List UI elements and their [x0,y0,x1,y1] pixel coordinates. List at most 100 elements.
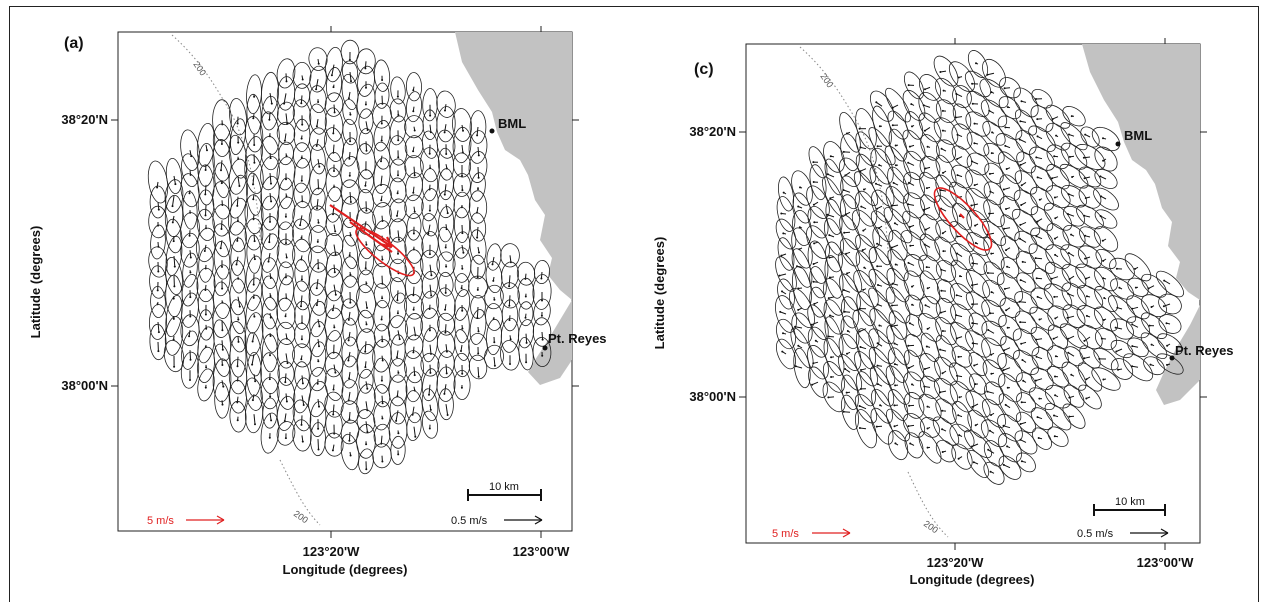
current-ellipse [1043,202,1073,231]
current-ellipse [309,301,327,338]
current-arrowhead [877,284,879,286]
current-arrowhead [396,356,398,359]
current-arrowhead [315,125,318,128]
current-arrow [971,283,979,286]
current-arrowhead [955,337,958,340]
current-ellipse [245,136,263,173]
current-arrowhead [1085,295,1088,298]
current-ellipse [1030,326,1054,351]
current-ellipse [150,224,166,260]
current-arrowhead [1100,337,1103,340]
current-arrowhead [1162,305,1165,308]
current-arrowhead [334,371,337,374]
current-arrow [987,329,995,334]
current-arrowhead [826,213,829,216]
current-ellipse [436,251,456,277]
current-arrowhead [1102,259,1105,262]
current-arrowhead [1067,337,1070,340]
current-ellipse [421,168,439,202]
current-arrowhead [894,384,897,387]
current-arrow [987,449,995,454]
current-arrow [1100,215,1107,220]
current-arrowhead [236,365,239,368]
current-ellipse [517,277,535,310]
current-ellipse [997,151,1023,184]
current-arrow [300,95,303,104]
current-arrowhead [955,314,958,317]
current-arrow [316,279,319,289]
current-arrowhead [986,73,989,76]
current-arrowhead [445,265,448,268]
current-arrow [363,221,367,233]
current-ellipse [1014,230,1038,255]
current-arrowhead [204,313,207,316]
current-ellipse [405,313,423,341]
current-ellipse [326,152,342,178]
current-ellipse [776,318,796,350]
current-arrowhead [252,117,255,120]
current-arrow [348,391,351,401]
current-ellipse [1013,87,1039,118]
current-arrowhead [1150,306,1153,308]
current-arrowhead [300,423,303,426]
current-arrow [987,72,995,76]
panel-a: 200 200 (a) 38°20'N 38°00'N 123°20'W 123… [28,26,607,577]
current-arrowhead [1020,401,1023,404]
current-ellipse [1110,339,1134,359]
current-arrow [301,415,303,425]
current-arrowhead [1054,355,1057,358]
current-arrowhead [253,161,256,164]
current-arrow [1068,252,1075,257]
current-arrow [795,326,803,329]
current-arrowhead [331,309,334,312]
current-ellipse [468,354,488,380]
current-ellipse [230,299,246,335]
current-arrowhead [286,362,289,365]
current-ellipse [324,92,344,117]
current-ellipse [436,106,456,143]
current-arrowhead [1100,195,1103,198]
current-ellipse [468,275,488,299]
current-arrowhead [397,174,399,177]
current-ellipse [276,121,296,145]
panel-c-lat-tick-2: 38°00'N [689,389,736,404]
current-arrowhead [1005,168,1008,170]
current-ellipse [532,317,552,347]
current-arrowhead [828,256,831,259]
panel-a-coastline [455,32,572,300]
current-arrow [396,290,399,301]
current-arrowhead [189,296,192,299]
current-arrowhead [477,375,480,378]
current-ellipse [196,208,216,241]
current-ellipse [372,262,392,289]
current-arrowhead [171,221,174,224]
current-arrowhead [1068,133,1070,136]
current-arrow [1003,425,1011,429]
current-arrowhead [971,284,973,287]
current-arrowhead [221,265,223,268]
current-ellipse [918,393,942,422]
current-arrowhead [974,242,977,244]
current-ellipse [518,301,534,327]
current-arrowhead [315,304,318,307]
current-arrowhead [380,318,383,321]
highlight-ellipse [933,187,993,251]
current-arrowhead [1021,359,1024,361]
panel-a-ptreyes-marker [542,345,548,351]
current-arrowhead [875,182,877,185]
current-arrowhead [380,160,382,163]
current-ellipse [246,93,262,135]
current-arrowhead [862,229,865,232]
current-ellipse [484,284,504,310]
current-arrow [1084,336,1091,342]
current-ellipse [246,332,262,377]
current-ellipse [1095,248,1117,270]
current-arrowhead [989,470,992,473]
current-ellipse [454,306,470,344]
current-arrowhead [941,409,944,412]
current-arrowhead [812,263,815,265]
current-arrowhead [189,379,191,381]
current-arrowhead [812,362,815,365]
current-ellipse [149,265,167,299]
current-ellipse [885,87,911,123]
